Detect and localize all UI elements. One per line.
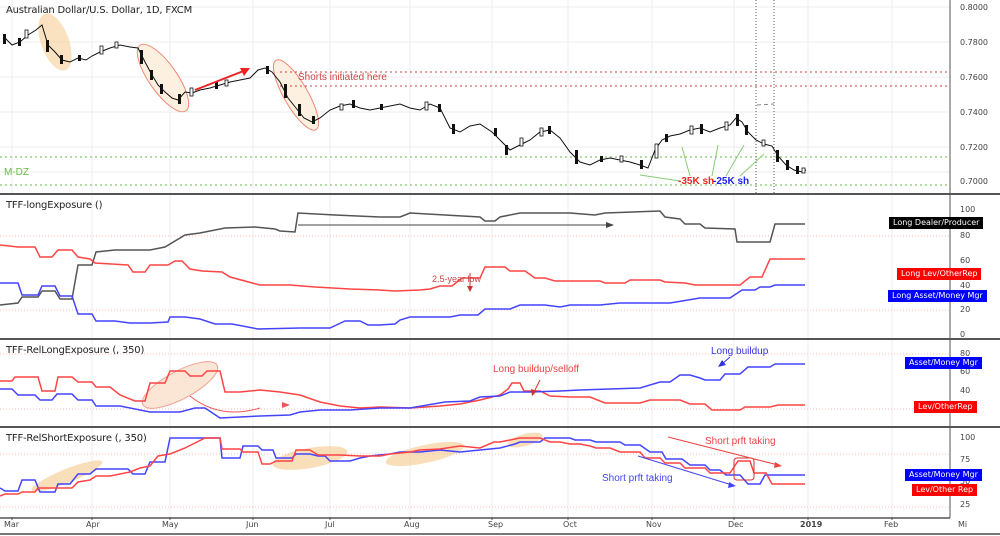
relshort-ytick: 75 [960, 455, 971, 464]
rellong-ytick: 80 [960, 349, 971, 358]
x-tick-label: Oct [563, 520, 577, 529]
x-tick-label: Aug [404, 520, 420, 529]
low-annotation: 2.5-year low [432, 274, 482, 284]
short-prft-blue-annotation: Short prft taking [602, 473, 673, 484]
x-tick-label: Mar [4, 520, 20, 529]
price-ytick: 0.7200 [960, 143, 988, 152]
rellong-ytick: 40 [960, 386, 971, 395]
x-tick-label: Sep [488, 520, 504, 529]
price-ytick: 0.7800 [960, 38, 988, 47]
price-ytick: 0.7600 [960, 73, 988, 82]
x-tick-label: Jul [325, 520, 335, 529]
price-ytick: 0.7400 [960, 108, 988, 117]
relshort-ytick: 25 [960, 500, 971, 509]
legend-relshort-asset: Asset/Money Mgr [905, 469, 982, 481]
price-ytick: 0.8000 [960, 3, 988, 12]
legend-rellong-lev: Lev/OtherRep [914, 401, 977, 413]
x-tick-label: Jun [246, 520, 259, 529]
long-ytick: 80 [960, 231, 971, 240]
shorts-initiated-annotation: Shorts initiated here [298, 72, 387, 83]
short-35k-annotation: -35K sh [678, 176, 715, 187]
x-tick-label: Dec [728, 520, 744, 529]
x-tick-label: Apr [86, 520, 100, 529]
price-pane[interactable]: Australian Dollar/U.S. Dollar, 1D, FXCM … [0, 0, 1000, 195]
rellong-ytick: 60 [960, 367, 971, 376]
price-chart-canvas [0, 0, 1000, 195]
rel-long-title: TFF-RelLongExposure (, 350) [6, 345, 145, 356]
long-ytick: 100 [960, 205, 976, 214]
x-tick-label: Nov [646, 520, 662, 529]
legend-relshort-lev: Lev/Other Rep [912, 484, 978, 496]
long-ytick: 20 [960, 305, 971, 314]
relshort-ytick: 100 [960, 433, 976, 442]
long-exposure-pane[interactable]: TFF-longExposure () 100 80 60 40 20 0 Lo… [0, 195, 1000, 340]
legend-long-asset: Long Asset/Money Mgr [888, 290, 987, 302]
rel-short-title: TFF-RelShortExposure (, 350) [6, 433, 147, 444]
legend-long-lev: Long Lev/OtherRep [897, 268, 982, 280]
x-tick-label: Feb [884, 520, 899, 529]
rel-long-canvas [0, 340, 1000, 428]
legend-rellong-asset: Asset/Money Mgr [905, 357, 982, 369]
long-exposure-canvas [0, 195, 1000, 340]
rel-short-canvas [0, 428, 1000, 535]
short-25k-annotation: -25K sh [713, 176, 750, 187]
relshort-ytick: 50 [960, 477, 971, 486]
long-buildup-annotation: Long buildup [711, 346, 769, 357]
price-chart-title: Australian Dollar/U.S. Dollar, 1D, FXCM [6, 5, 193, 16]
rel-long-exposure-pane[interactable]: TFF-RelLongExposure (, 350) 80 60 40 20 … [0, 340, 1000, 428]
x-tick-label-year: 2019 [800, 520, 823, 529]
long-ytick: 60 [960, 256, 971, 265]
long-exposure-title: TFF-longExposure () [6, 200, 103, 211]
mdz-label: M-DZ [4, 167, 29, 178]
x-tick-label: Mi [958, 520, 968, 529]
legend-long-dealer: Long Dealer/Producer [889, 217, 984, 229]
short-prft-red-annotation: Short prft taking [705, 436, 776, 447]
price-ytick: 0.7000 [960, 177, 988, 186]
long-ytick: 40 [960, 281, 971, 290]
buildup-selloff-annotation: Long buildup/selloff [493, 364, 579, 375]
rel-short-exposure-pane[interactable]: TFF-RelShortExposure (, 350) 100 75 50 2… [0, 428, 1000, 536]
x-tick-label: May [162, 520, 179, 529]
long-ytick: 0 [960, 330, 966, 339]
